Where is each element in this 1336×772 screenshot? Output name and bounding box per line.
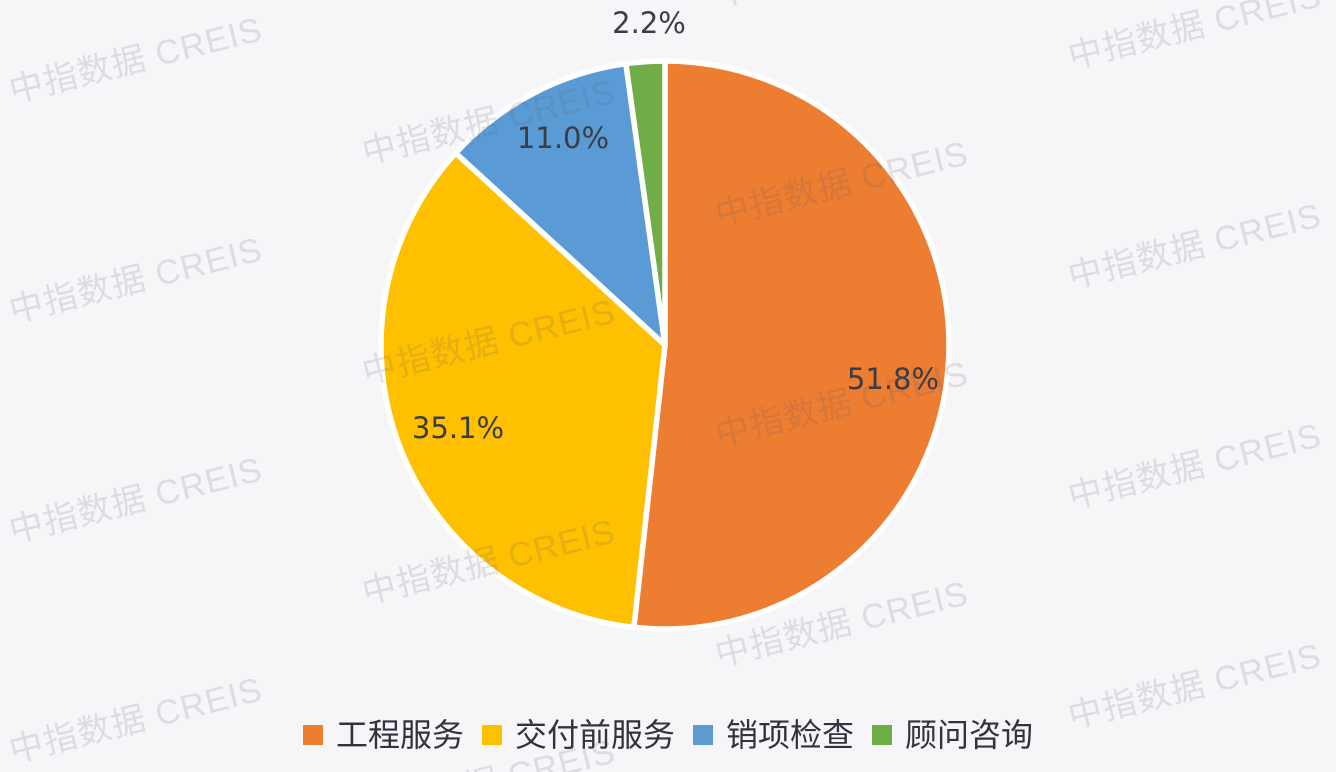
legend-label: 工程服务 [335, 717, 464, 753]
data-label-pre-delivery-services: 35.1% [411, 411, 505, 445]
data-label-output-inspection: 11.0% [516, 121, 610, 155]
legend-item-consulting: 顾问咨询 [872, 716, 1033, 754]
data-label-consulting: 2.2% [612, 6, 686, 40]
legend-label: 销项检查 [726, 717, 855, 753]
pie-slice-3 [623, 58, 668, 348]
pie-slice-2 [452, 60, 668, 348]
legend-swatch-green [872, 725, 893, 746]
legend-item-output-inspection: 销项检查 [693, 716, 854, 754]
legend-swatch-blue [693, 725, 713, 746]
legend-item-engineering-services: 工程服务 [302, 716, 464, 754]
pie-slice-0 [631, 58, 952, 632]
pie-slice-1 [378, 150, 668, 631]
legend-item-pre-delivery-services: 交付前服务 [481, 716, 675, 754]
legend-swatch-orange [302, 725, 323, 746]
data-label-engineering-services: 51.8% [846, 362, 940, 396]
legend-swatch-yellow [481, 725, 502, 746]
legend-label: 交付前服务 [514, 717, 675, 753]
legend: 工程服务 交付前服务 销项检查 顾问咨询 [0, 716, 1336, 754]
legend-label: 顾问咨询 [905, 717, 1034, 753]
